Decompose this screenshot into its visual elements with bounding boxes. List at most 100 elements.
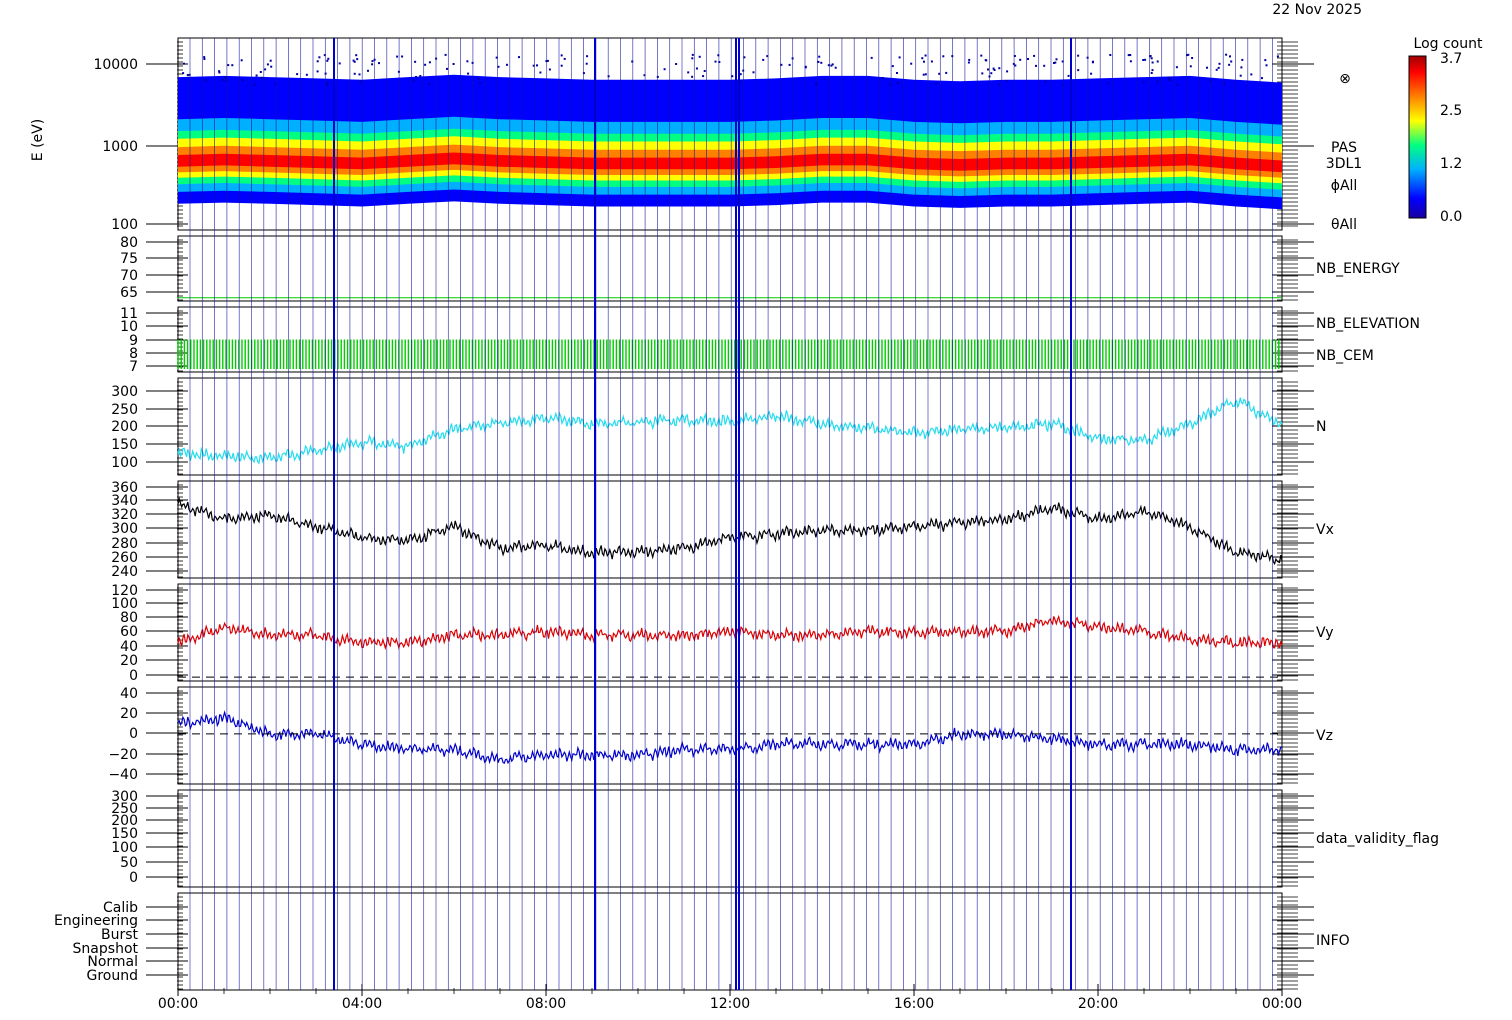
spectrogram-speckle [1168, 79, 1170, 81]
spectrogram-speckle [327, 58, 329, 60]
spectrogram-speckle [1045, 81, 1047, 83]
spectrogram-speckle [1068, 75, 1070, 77]
spectrogram-speckle [317, 70, 319, 72]
colorbar [1409, 56, 1426, 218]
spectrogram-speckle [892, 65, 894, 67]
spectrogram-speckle [871, 57, 873, 59]
spectrogram-speckle [968, 59, 970, 61]
spectrogram-speckle [691, 57, 693, 59]
spectrogram-speckle [317, 60, 319, 62]
spectrogram-speckle [923, 74, 925, 76]
spectrogram-speckle [413, 79, 415, 81]
spectrogram-speckle [1077, 55, 1079, 57]
spectrogram-speckle [1107, 82, 1109, 84]
spectrogram-speckle [356, 58, 358, 60]
spectrogram-speckle [466, 60, 468, 62]
spectrogram-speckle [242, 79, 244, 81]
spectrogram-speckle [360, 81, 362, 83]
spectrogram-speckle [998, 83, 1000, 85]
y-tick-label: 100 [111, 840, 138, 856]
spectrogram-speckle [224, 77, 226, 79]
spectrogram-speckle [518, 56, 520, 58]
spectrogram-speckle [1229, 55, 1231, 57]
spectrogram-speckle [477, 78, 479, 80]
spectrogram-speckle [1077, 69, 1079, 71]
spectrogram-speckle [1187, 54, 1189, 56]
spectrogram-speckle [1019, 59, 1021, 61]
spectrogram-speckle [1014, 65, 1016, 67]
spectrogram-speckle [1261, 77, 1263, 79]
spectrogram-speckle [479, 82, 481, 84]
spectrogram-speckle [264, 68, 266, 70]
panel-frame-density [178, 378, 1282, 475]
spectrogram-speckle [506, 64, 508, 66]
spectrogram-speckle [990, 72, 992, 74]
spectrogram-speckle [446, 68, 448, 70]
spectrogram-speckle [270, 60, 272, 62]
spectrogram-speckle [445, 54, 447, 56]
spectrogram-speckle [830, 65, 832, 67]
spectrogram-speckle [419, 75, 421, 77]
spectrogram-speckle [696, 68, 698, 70]
spectrogram-speckle [1033, 55, 1035, 57]
spectrogram-speckle [762, 59, 764, 61]
y-tick-label: 20 [120, 653, 138, 669]
spectrogram-speckle [1152, 69, 1154, 71]
spectrogram-side-label: PAS [1331, 140, 1357, 156]
spectrogram-speckle [935, 83, 937, 85]
y-tick-label: 80 [120, 235, 138, 251]
y-tick-label: 40 [120, 686, 138, 702]
spectrogram-speckle [731, 75, 733, 77]
spectrogram-speckle [1157, 80, 1159, 82]
y-tick-label: −40 [108, 767, 138, 783]
series-label: Vy [1316, 625, 1334, 641]
y-tick-label: 100 [111, 217, 138, 233]
spectrogram-speckle [1092, 61, 1094, 63]
spectrogram-speckle [270, 66, 272, 68]
spectrogram-speckle [817, 61, 819, 63]
panel-frame-vx [178, 481, 1282, 578]
spectrogram-speckle [218, 72, 220, 74]
series-label: NB_ENERGY [1316, 261, 1400, 277]
panel-frame-info [178, 893, 1282, 990]
spectrogram-speckle [942, 55, 944, 57]
spectrogram-speckle [692, 54, 694, 56]
spectrogram-speckle [1225, 54, 1227, 56]
x-tick-label: 16:00 [894, 996, 934, 1012]
y-tick-label: 0 [129, 870, 138, 886]
spectrogram-speckle [1143, 81, 1145, 83]
spectrogram-speckle [539, 72, 541, 74]
spectrogram-speckle [222, 79, 224, 81]
panel-frame-nb-elevation-cem [178, 307, 1282, 372]
spectrogram-speckle [1128, 54, 1130, 56]
spectrogram-speckle [1191, 57, 1193, 59]
y-tick-label: 240 [111, 564, 138, 580]
panel-frame-nb-energy [178, 236, 1282, 301]
spectrogram-speckle [923, 61, 925, 63]
spectrogram-speckle [1241, 59, 1243, 61]
spectrogram-speckle [183, 63, 185, 65]
spectrogram-speckle [1054, 62, 1056, 64]
spectrogram-speckle [586, 63, 588, 65]
spectrogram-speckle [1250, 73, 1252, 75]
spectrogram-speckle [1109, 54, 1111, 56]
y-tick-label: 1000 [102, 139, 138, 155]
spectrogram-speckle [318, 56, 320, 58]
spectrogram-speckle [938, 73, 940, 75]
spectrogram-speckle [327, 82, 329, 84]
colorbar-tick: 3.7 [1440, 51, 1462, 67]
panel-frame-vz [178, 687, 1282, 784]
y-tick-label: 60 [120, 624, 138, 640]
spectrogram-speckle [1230, 61, 1232, 63]
y-tick-label: 300 [111, 384, 138, 400]
y-tick-label: 200 [111, 419, 138, 435]
spectrogram-speckle [306, 74, 308, 76]
spectrogram-speckle [415, 76, 417, 78]
spectrogram-side-label: 3DL1 [1326, 156, 1362, 172]
spectrogram-speckle [899, 56, 901, 58]
series-label: N [1316, 419, 1326, 435]
spectrogram-speckle [1152, 62, 1154, 64]
spectrogram-speckle [921, 57, 923, 59]
y-tick-label: 75 [120, 251, 138, 267]
